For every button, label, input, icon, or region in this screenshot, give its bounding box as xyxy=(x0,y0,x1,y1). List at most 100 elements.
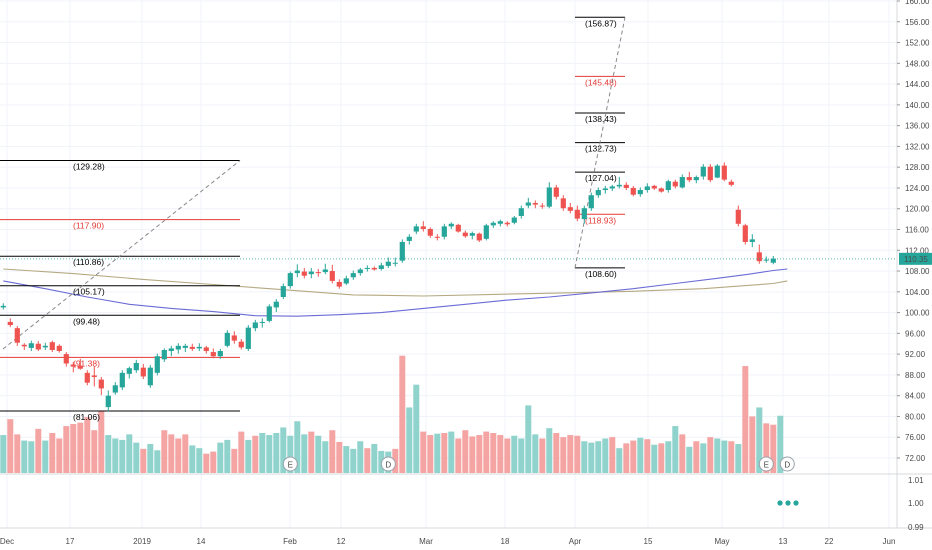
candle-body[interactable] xyxy=(35,343,41,350)
candle-body[interactable] xyxy=(182,345,188,348)
candle-body[interactable] xyxy=(28,343,34,348)
candle-body[interactable] xyxy=(392,262,398,264)
candle-body[interactable] xyxy=(0,305,6,308)
candle-body[interactable] xyxy=(385,261,391,266)
candle-body[interactable] xyxy=(714,165,720,178)
candle-body[interactable] xyxy=(161,349,167,360)
candle-body[interactable] xyxy=(98,379,104,389)
candle-body[interactable] xyxy=(238,341,244,348)
candle-body[interactable] xyxy=(693,177,699,181)
candle-body[interactable] xyxy=(301,271,307,276)
candle-body[interactable] xyxy=(735,209,741,224)
candle-body[interactable] xyxy=(672,181,678,187)
candle-body[interactable] xyxy=(14,328,20,343)
event-marker-dividend[interactable] xyxy=(779,456,795,472)
candle-body[interactable] xyxy=(665,181,671,191)
candle-body[interactable] xyxy=(476,233,482,241)
candle-body[interactable] xyxy=(630,187,636,195)
candle-body[interactable] xyxy=(336,281,342,287)
candle-body[interactable] xyxy=(511,217,517,223)
candle-body[interactable] xyxy=(56,345,62,352)
candle-body[interactable] xyxy=(539,205,545,207)
candle-body[interactable] xyxy=(350,273,356,278)
candle-body[interactable] xyxy=(434,236,440,238)
candle-body[interactable] xyxy=(728,181,734,185)
candle-body[interactable] xyxy=(280,286,286,298)
candle-body[interactable] xyxy=(357,269,363,274)
candle-body[interactable] xyxy=(266,306,272,321)
fibonacci-levels[interactable]: (129.28) (117.90) (110.86) (105.17) (99.48) (… xyxy=(0,16,626,422)
candle-body[interactable] xyxy=(203,347,209,352)
candle-body[interactable] xyxy=(574,209,580,219)
candle-body[interactable] xyxy=(427,228,433,236)
candle-body[interactable] xyxy=(7,321,13,326)
candle-body[interactable] xyxy=(168,348,174,352)
event-marker-earnings[interactable] xyxy=(758,456,774,472)
candle-body[interactable] xyxy=(609,186,615,189)
candle-body[interactable] xyxy=(721,165,727,180)
candle-body[interactable] xyxy=(133,362,139,371)
candle-body[interactable] xyxy=(483,225,489,239)
candle-body[interactable] xyxy=(112,385,118,393)
candle-body[interactable] xyxy=(91,375,97,377)
event-marker-dividend[interactable] xyxy=(380,456,396,472)
candle-body[interactable] xyxy=(595,190,601,196)
candle-body[interactable] xyxy=(63,354,69,364)
candle-body[interactable] xyxy=(49,342,55,350)
candle-body[interactable] xyxy=(259,321,265,323)
fib-right-trend[interactable] xyxy=(574,17,626,269)
candle-body[interactable] xyxy=(399,241,405,261)
candle-body[interactable] xyxy=(462,232,468,237)
candle-body[interactable] xyxy=(154,356,160,373)
candle-body[interactable] xyxy=(84,372,90,383)
candle-body[interactable] xyxy=(322,269,328,273)
candle-body[interactable] xyxy=(294,270,300,274)
candle-body[interactable] xyxy=(448,223,454,227)
candle-body[interactable] xyxy=(497,221,503,224)
candle-body[interactable] xyxy=(189,346,195,349)
candle-body[interactable] xyxy=(343,278,349,284)
candle-body[interactable] xyxy=(413,226,419,232)
candle-body[interactable] xyxy=(770,258,776,263)
candle-body[interactable] xyxy=(679,177,685,188)
candle-body[interactable] xyxy=(518,208,524,216)
candle-body[interactable] xyxy=(455,224,461,232)
candle-body[interactable] xyxy=(560,198,566,209)
candle-body[interactable] xyxy=(658,188,664,192)
candle-body[interactable] xyxy=(504,222,510,225)
candle-body[interactable] xyxy=(252,322,258,329)
candle-body[interactable] xyxy=(602,188,608,191)
candle-body[interactable] xyxy=(623,184,629,188)
candle-body[interactable] xyxy=(644,186,650,191)
candle-body[interactable] xyxy=(119,372,125,388)
candle-body[interactable] xyxy=(420,226,426,229)
candle-body[interactable] xyxy=(637,190,643,195)
candle-body[interactable] xyxy=(329,271,335,281)
candle-body[interactable] xyxy=(763,259,769,261)
candle-body[interactable] xyxy=(700,166,706,177)
candle-body[interactable] xyxy=(525,202,531,206)
candle-body[interactable] xyxy=(651,185,657,189)
candle-body[interactable] xyxy=(210,352,216,357)
candle-body[interactable] xyxy=(588,195,594,209)
candle-body[interactable] xyxy=(273,301,279,308)
candle-body[interactable] xyxy=(756,252,762,262)
candle-body[interactable] xyxy=(742,225,748,242)
candle-body[interactable] xyxy=(469,233,475,236)
candle-body[interactable] xyxy=(140,367,146,377)
candle-body[interactable] xyxy=(245,327,251,349)
candle-body[interactable] xyxy=(371,267,377,270)
candle-body[interactable] xyxy=(105,395,111,408)
candle-body[interactable] xyxy=(315,272,321,274)
event-marker-earnings[interactable] xyxy=(282,456,298,472)
candle-body[interactable] xyxy=(441,226,447,237)
candle-body[interactable] xyxy=(77,365,83,369)
candle-body[interactable] xyxy=(308,271,314,275)
fib-left-trend[interactable] xyxy=(2,160,241,350)
candle-body[interactable] xyxy=(406,236,412,241)
candle-body[interactable] xyxy=(231,335,237,341)
candle-body[interactable] xyxy=(546,187,552,207)
